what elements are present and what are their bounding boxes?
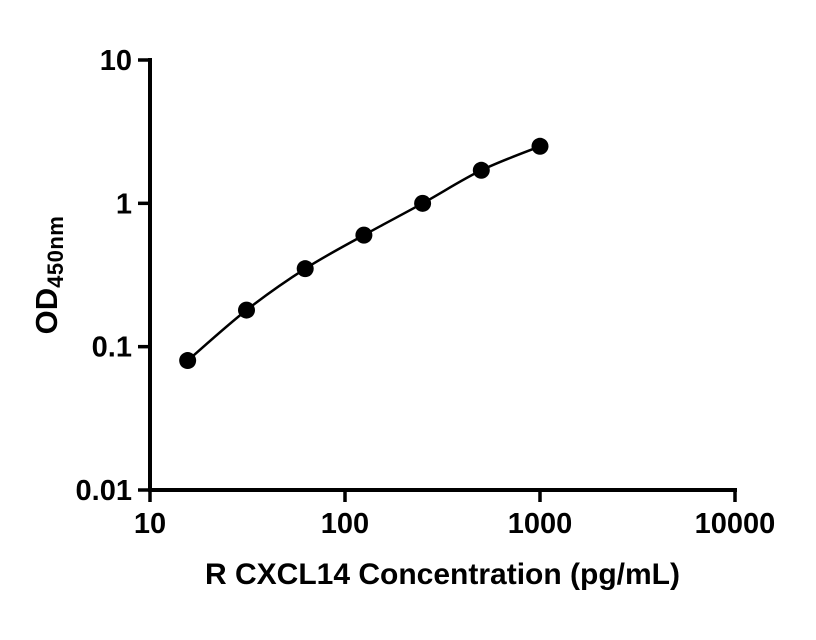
data-point: [296, 260, 314, 278]
data-point: [414, 194, 432, 212]
data-point: [238, 301, 255, 319]
x-tick-label: 100: [321, 508, 369, 540]
x-axis-title: R CXCL14 Concentration (pg/mL): [204, 558, 680, 591]
standard-curve-line: [186, 145, 541, 362]
axes: [148, 58, 737, 492]
y-axis-title-subscript: 450nm: [43, 215, 68, 288]
x-tick-label: 1000: [508, 508, 573, 540]
y-tick-label: 0.1: [92, 332, 132, 364]
data-point: [355, 226, 373, 244]
y-tick-label: 1: [116, 188, 132, 220]
data-point: [531, 137, 549, 155]
data-point: [179, 352, 197, 370]
y-axis-title-main: OD: [29, 287, 64, 335]
x-tick-label: 10: [134, 508, 166, 540]
y-tick-label: 0.01: [76, 475, 132, 507]
data-point: [472, 161, 490, 179]
x-tick-label: 10000: [695, 508, 776, 540]
y-axis-title: OD450nm: [29, 215, 68, 335]
y-tick-label: 10: [100, 45, 132, 77]
